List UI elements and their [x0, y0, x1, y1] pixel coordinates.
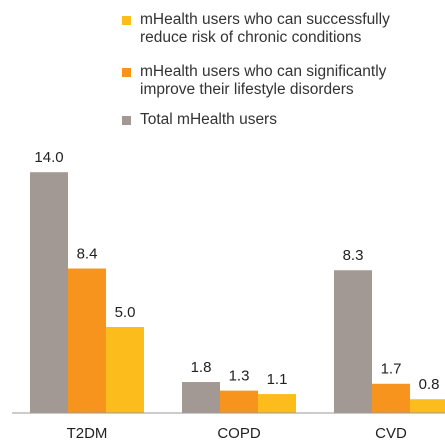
- legend-item: Total mHealth users: [122, 111, 440, 129]
- value-label: 1.1: [267, 371, 288, 388]
- value-label: 14.0: [34, 149, 63, 166]
- legend-item: mHealth users who can successfully reduc…: [122, 11, 440, 47]
- value-label: 8.4: [77, 245, 98, 262]
- legend-label: mHealth users who can successfully reduc…: [140, 11, 390, 46]
- bar: [372, 383, 410, 413]
- bar: [410, 399, 445, 413]
- bar: [182, 382, 220, 413]
- bar: [106, 327, 144, 413]
- legend-label: mHealth users who can significantly impr…: [140, 63, 387, 98]
- bar: [258, 394, 296, 413]
- bar: [334, 270, 372, 413]
- legend-item: mHealth users who can significantly impr…: [122, 63, 440, 99]
- bar: [30, 172, 68, 413]
- x-tick-label: CVD: [375, 425, 407, 442]
- value-label: 1.7: [381, 361, 402, 378]
- legend-swatch: [122, 16, 131, 25]
- x-tick-label: COPD: [217, 425, 261, 442]
- legend-label: Total mHealth users: [140, 111, 277, 128]
- bar: [68, 268, 106, 413]
- value-label: 1.8: [191, 359, 212, 376]
- value-label: 5.0: [115, 304, 136, 321]
- value-label: 1.3: [229, 368, 250, 385]
- x-tick-label: T2DM: [67, 425, 108, 442]
- value-label: 0.8: [419, 376, 440, 393]
- legend-swatch: [122, 68, 131, 77]
- legend-swatch: [122, 116, 131, 125]
- bar: [220, 390, 258, 413]
- value-label: 8.3: [343, 247, 364, 264]
